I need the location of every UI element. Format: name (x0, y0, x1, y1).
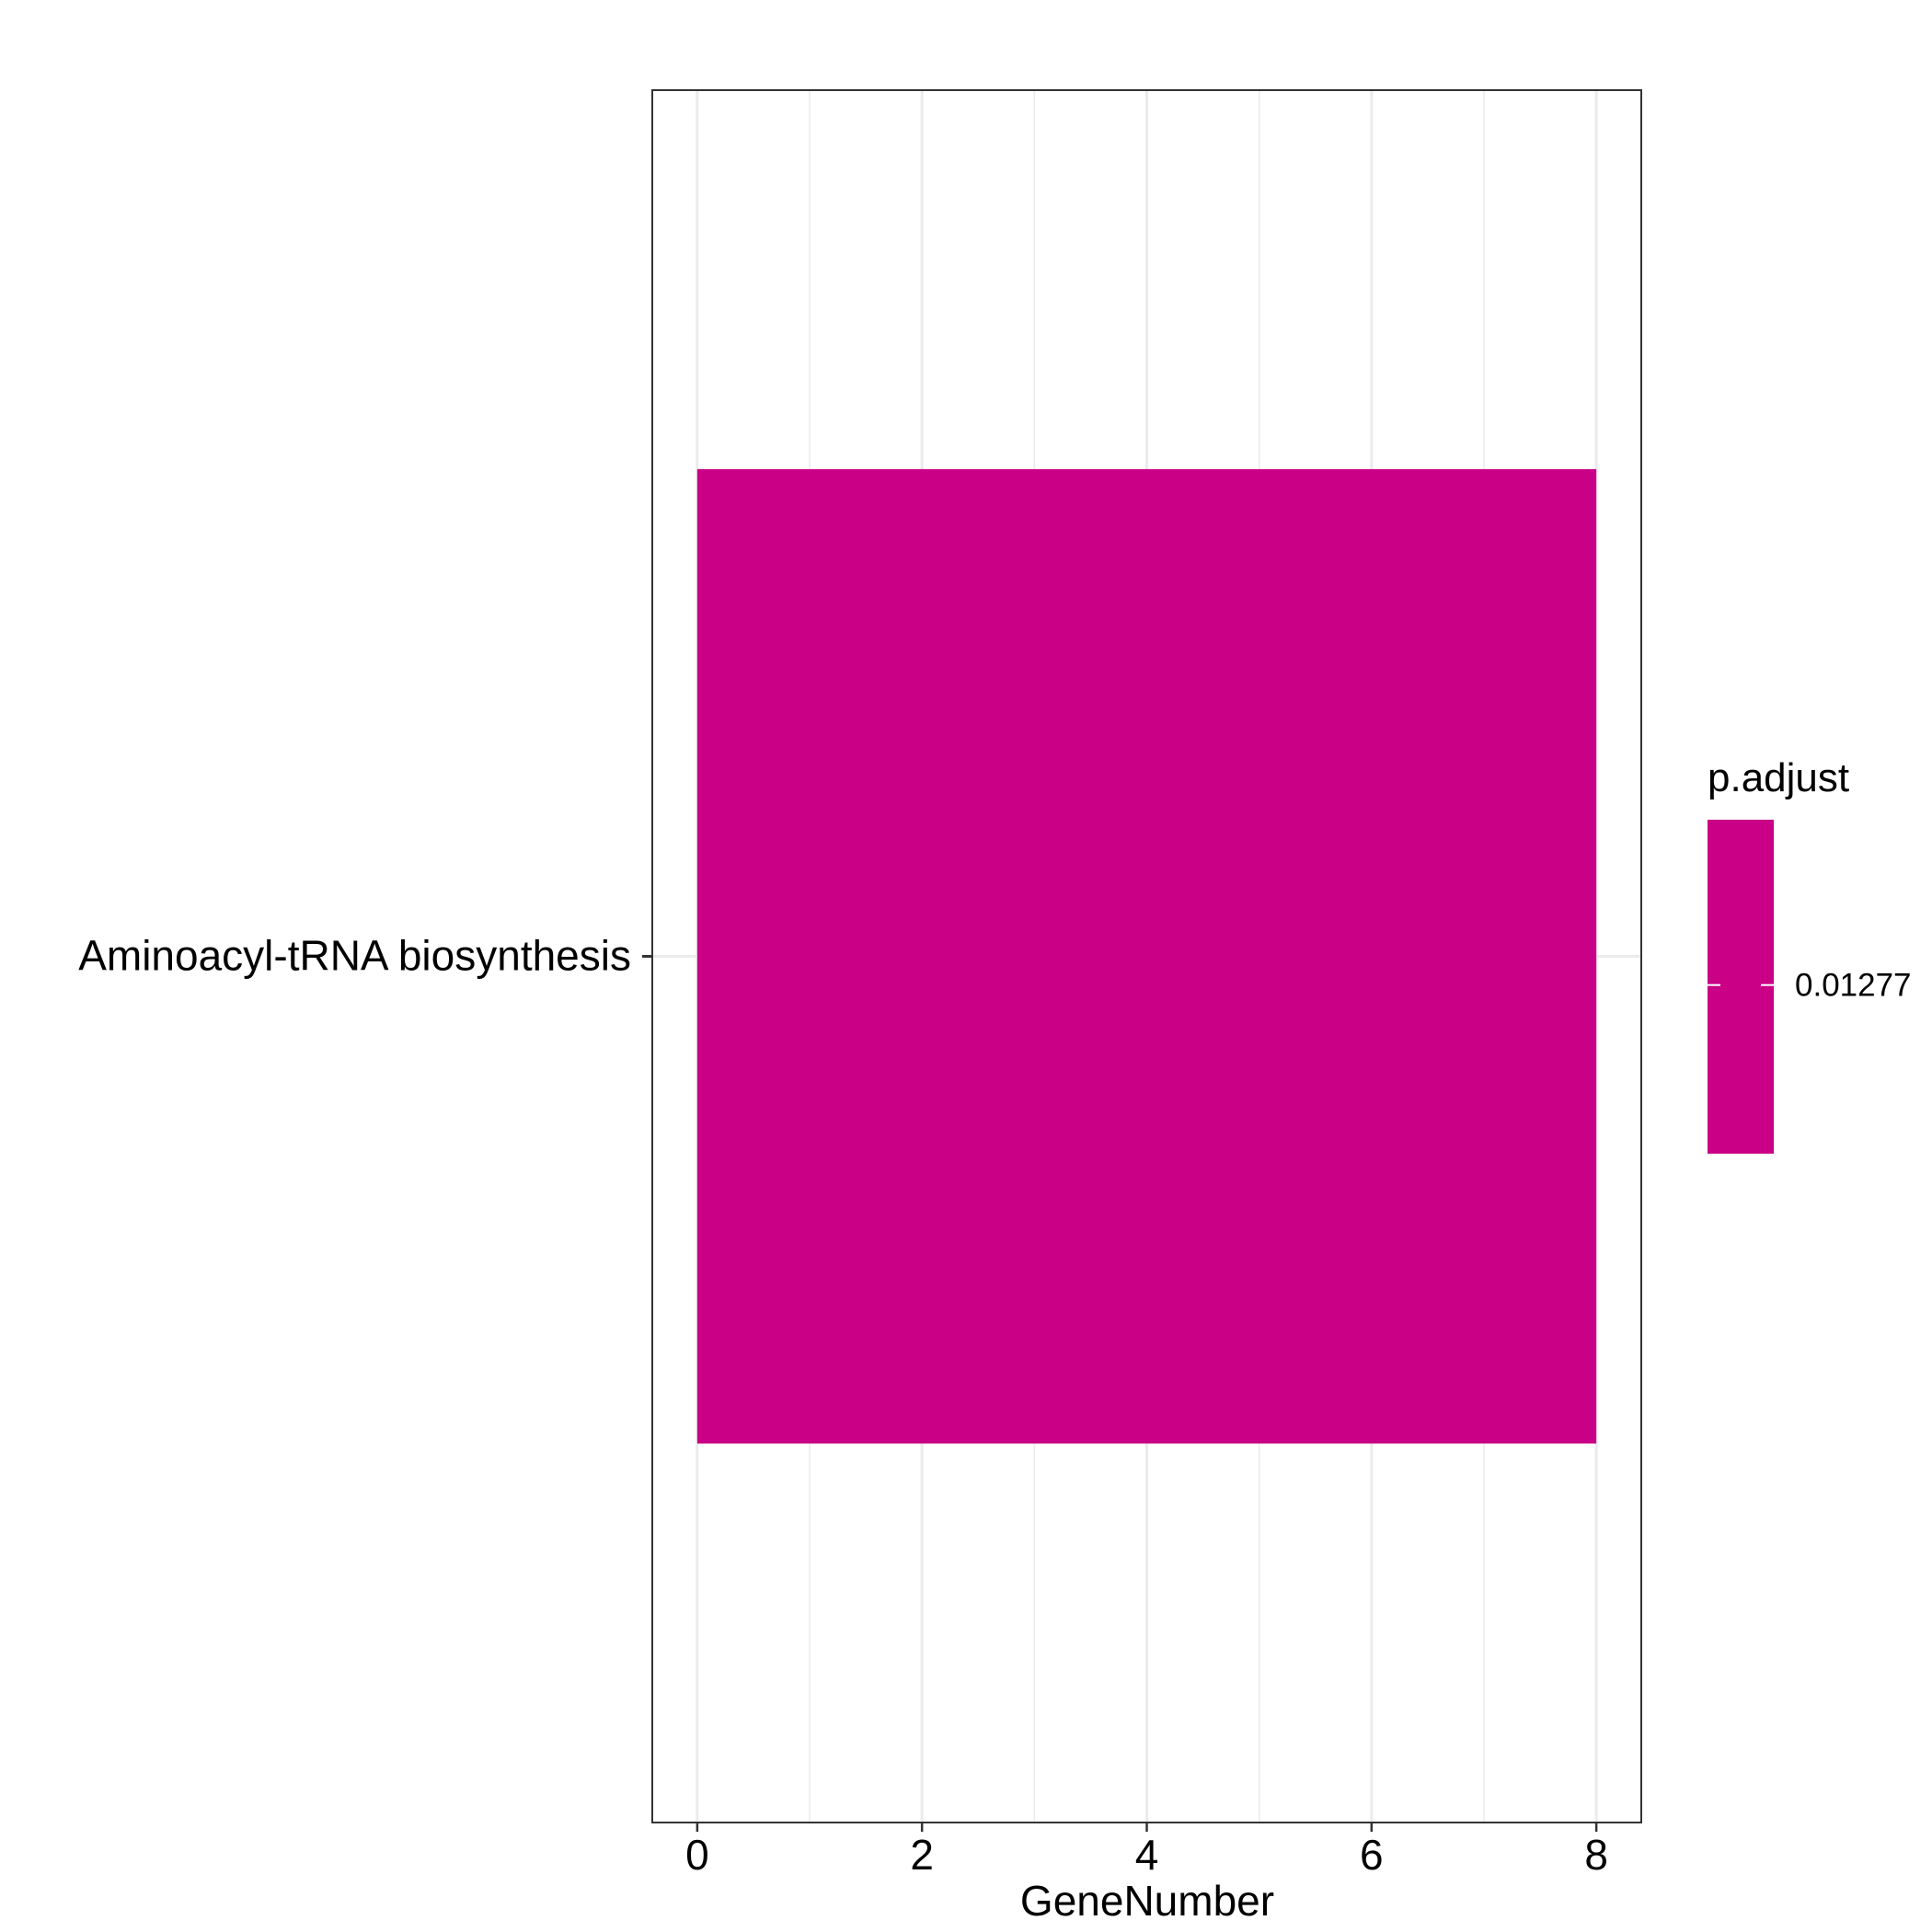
bars (696, 468, 1597, 1444)
legend: 0.01277 (1708, 820, 1912, 1154)
x-axis: 0 2 4 6 8 (685, 1823, 1608, 1879)
x-tick-label: 2 (910, 1831, 934, 1879)
x-tick-label: 6 (1360, 1831, 1384, 1879)
y-tick-label: Aminoacyl-tRNA biosynthesis (78, 932, 631, 980)
legend-label: 0.01277 (1795, 968, 1912, 1004)
legend-title: p.adjust (1708, 755, 1849, 800)
x-tick-label: 8 (1584, 1831, 1608, 1879)
x-tick-label: 0 (685, 1831, 709, 1879)
x-tick-label: 4 (1135, 1831, 1159, 1879)
x-axis-title: GeneNumber (1020, 1877, 1274, 1925)
y-axis: Aminoacyl-tRNA biosynthesis (78, 932, 652, 980)
legend-colorbar (1708, 820, 1774, 1154)
bar (696, 468, 1597, 1444)
